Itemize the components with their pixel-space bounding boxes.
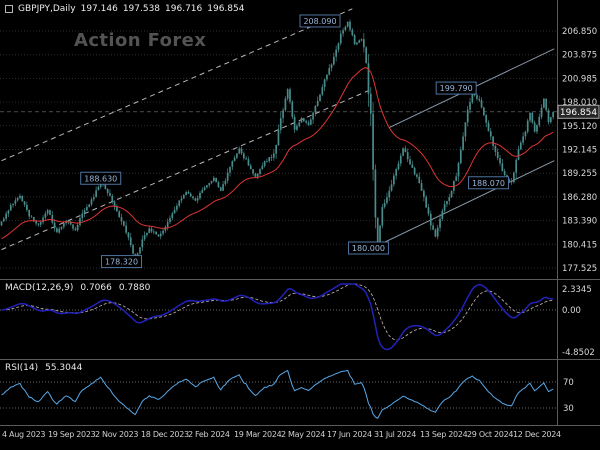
macd-main-line [1, 283, 554, 351]
panel-separators [0, 0, 600, 426]
chart-title: GBPJPY,Daily 197.146 197.538 196.716 196… [5, 4, 244, 14]
price-axis-label: 195.120 [562, 122, 597, 132]
price-flag: 180.000 [347, 241, 389, 255]
rsi-axis-label: 70 [563, 378, 574, 388]
symbol-timeframe-label: GBPJPY,Daily [18, 4, 76, 14]
macd-signal-value: 0.7880 [118, 283, 151, 293]
date-axis-label: 12 Dec 2024 [513, 430, 561, 439]
ohlc-high-value: 197.538 [122, 4, 161, 14]
current-price-tag [557, 104, 600, 119]
date-axis-label: 19 Mar 2024 [234, 430, 282, 439]
price-axis-label: 183.390 [562, 217, 597, 227]
dashed-trendline [1, 8, 353, 162]
price-axis-label: 198.010 [562, 98, 597, 108]
price-axis-label: 177.525 [562, 264, 597, 274]
price-axis-label: 206.850 [562, 27, 597, 37]
macd-axis-label: 2.3345 [562, 285, 592, 295]
rsi-axis-label: 30 [563, 404, 574, 414]
price-flag: 188.630 [80, 171, 122, 185]
candlestick-series [0, 19, 554, 261]
macd-signal-line [1, 283, 554, 341]
price-axis-label: 180.415 [562, 240, 597, 250]
solid-trendline [370, 160, 555, 250]
svg-text:188.070: 188.070 [472, 179, 505, 188]
price-flag: 188.070 [467, 176, 509, 190]
price-flag: 208.090 [299, 14, 341, 28]
price-axis-label: 200.985 [562, 74, 597, 84]
date-axis-label: 13 Sep 2024 [420, 430, 468, 439]
date-axis-label: 29 Oct 2024 [467, 430, 513, 439]
date-axis-label: 2 May 2024 [281, 430, 325, 439]
svg-text:178.320: 178.320 [105, 258, 138, 267]
window-icon [5, 5, 13, 13]
rsi-name: RSI(14) [5, 363, 39, 373]
macd-main-value: 0.7066 [80, 283, 112, 293]
macd-axis-label: -4.8502 [562, 348, 595, 358]
ohlc-close-value: 196.854 [207, 4, 245, 14]
macd-axis-label: 0.00 [562, 306, 581, 316]
macd-name: MACD(12,26,9) [5, 283, 74, 293]
svg-text:199.790: 199.790 [440, 84, 473, 93]
date-axis-label: 17 Jun 2024 [327, 430, 372, 439]
svg-text:196.854: 196.854 [560, 108, 597, 118]
date-axis-label: 2 Nov 2023 [95, 430, 138, 439]
macd-panel: 2.3345 0.00 -4.8502 [0, 283, 595, 358]
price-axis-label: 203.875 [562, 51, 597, 61]
svg-text:180.000: 180.000 [352, 244, 385, 253]
price-axis-label: 189.255 [562, 169, 597, 179]
price-axis[interactable]: 206.850 203.875 200.985 198.010 195.120 192.1… [0, 27, 600, 274]
macd-indicator-label: MACD(12,26,9) 0.7066 0.7880 [5, 283, 150, 293]
date-axis-label: 4 Aug 2023 [2, 430, 45, 439]
ohlc-open-value: 197.146 [80, 4, 118, 14]
moving-average-line [1, 67, 554, 240]
watermark: Action Forex [74, 30, 207, 51]
rsi-indicator-label: RSI(14) 55.3044 [5, 363, 82, 373]
price-axis-label: 192.145 [562, 146, 597, 156]
date-axis-label: 19 Sep 2023 [48, 430, 96, 439]
price-flag: 178.320 [101, 255, 143, 269]
time-axis[interactable]: 4 Aug 2023 19 Sep 2023 2 Nov 2023 18 Dec 20… [2, 430, 561, 439]
svg-text:208.090: 208.090 [303, 17, 336, 26]
date-axis-label: 31 Jul 2024 [374, 430, 416, 439]
date-axis-label: 2 Feb 2024 [188, 430, 230, 439]
price-flag: 199.790 [435, 81, 477, 95]
price-axis-label: 186.280 [562, 193, 597, 203]
rsi-value: 55.3044 [45, 363, 83, 373]
rsi-line [1, 369, 554, 419]
date-axis-label: 18 Dec 2023 [141, 430, 189, 439]
ohlc-low-value: 196.716 [165, 4, 203, 14]
svg-text:188.630: 188.630 [84, 174, 117, 183]
dashed-trendline [1, 89, 371, 251]
rsi-panel: 70 30 [0, 369, 574, 419]
price-flags: 208.090 199.790 188.630 188.070 178.320 180.0… [80, 14, 509, 269]
